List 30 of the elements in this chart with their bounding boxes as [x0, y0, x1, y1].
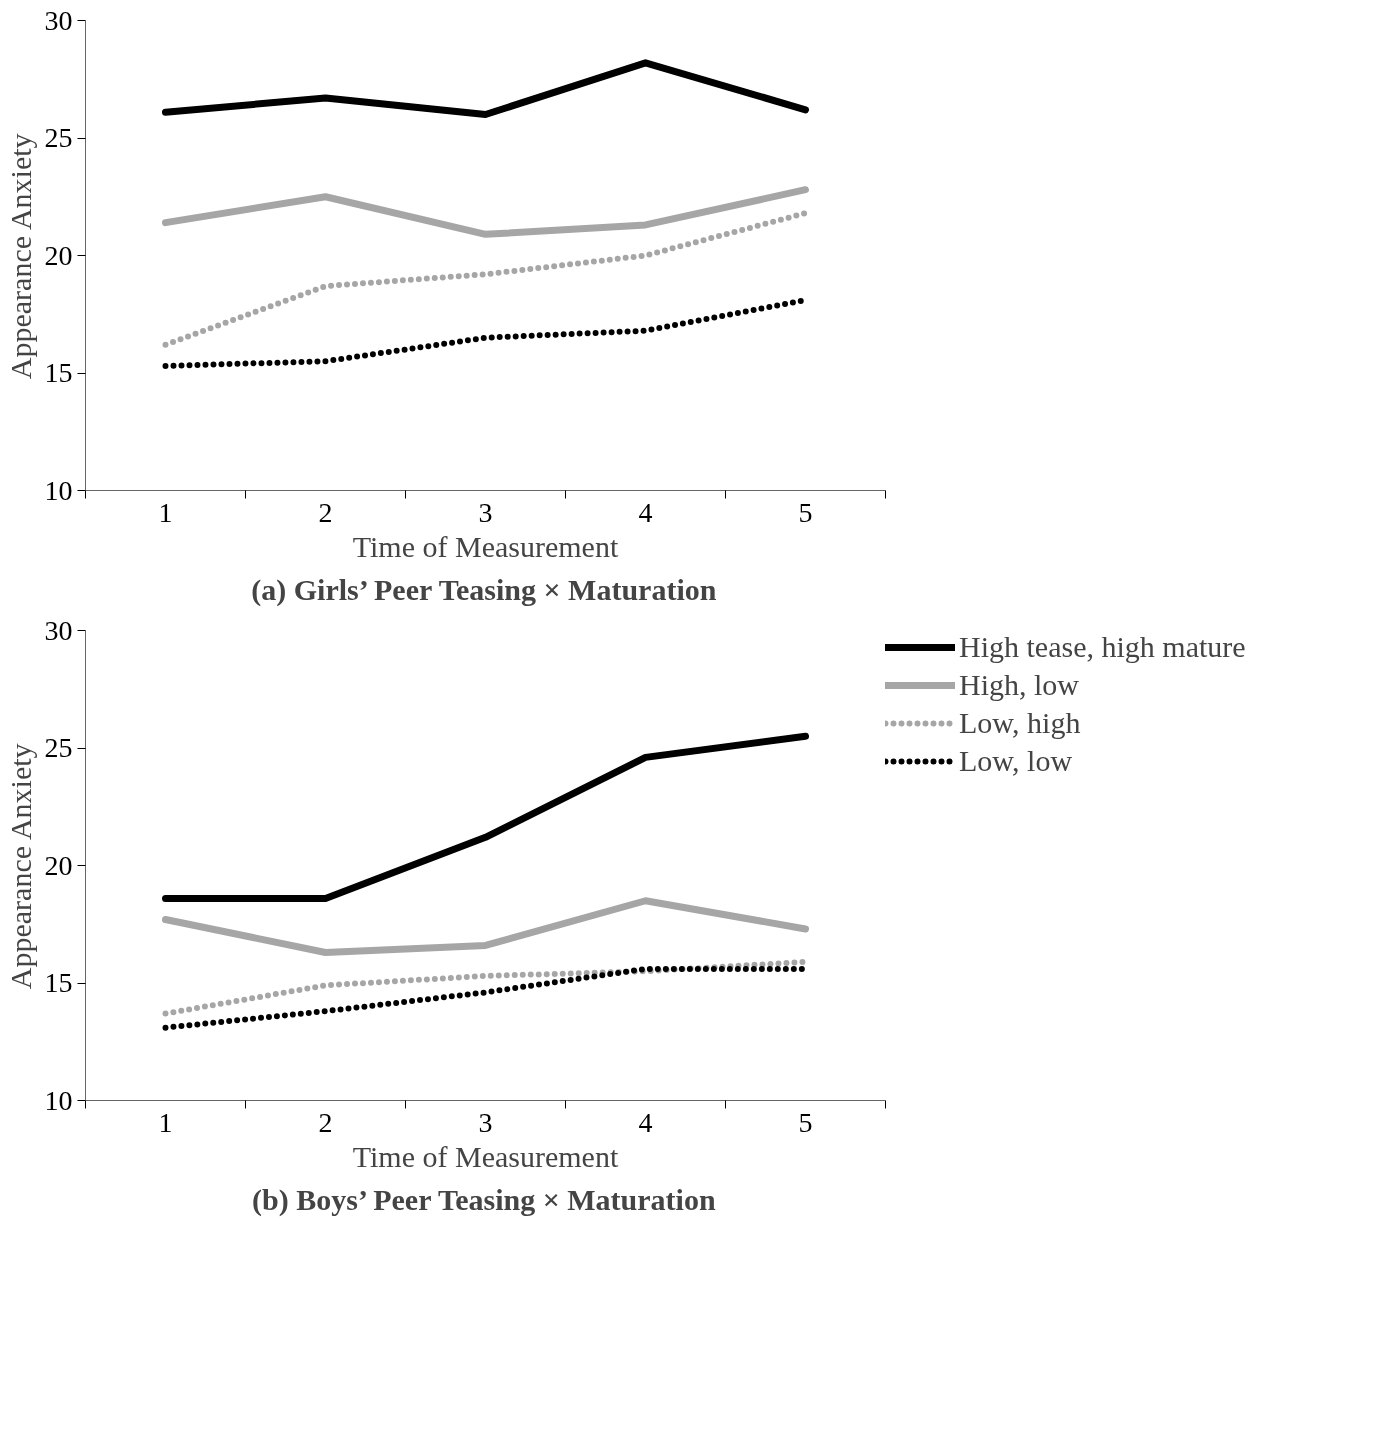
- y-axis-title: Appearance Anxiety: [3, 743, 37, 990]
- y-tick-label: 20: [44, 239, 73, 271]
- y-tick-label: 30: [44, 4, 73, 36]
- x-tick-label: 3: [478, 496, 493, 528]
- x-tick-label: 2: [318, 1106, 333, 1138]
- legend-label: Low, low: [959, 744, 1073, 778]
- y-axis-title: Appearance Anxiety: [3, 133, 37, 380]
- text: (a) Girls’ Peer Teasing × Maturation: [251, 572, 717, 607]
- x-tick-label: 5: [798, 1106, 813, 1138]
- legend-label: High tease, high mature: [959, 630, 1246, 664]
- x-tick-label: 4: [638, 1106, 653, 1138]
- y-tick-label: 10: [44, 1084, 73, 1116]
- legend-label: Low, high: [959, 706, 1081, 740]
- y-tick-label: 15: [44, 357, 73, 388]
- y-tick-label: 25: [44, 122, 73, 153]
- x-axis-title: Time of Measurement: [352, 529, 619, 563]
- x-tick-label: 4: [638, 496, 653, 528]
- y-tick-label: 10: [44, 474, 73, 506]
- y-tick-label: 15: [44, 967, 73, 998]
- x-tick-label: 3: [478, 1106, 493, 1138]
- x-tick-label: 5: [798, 496, 813, 528]
- y-tick-label: 30: [44, 614, 73, 646]
- y-tick-label: 25: [44, 732, 73, 763]
- y-tick-label: 20: [44, 849, 73, 881]
- text: (b) Boys’ Peer Teasing × Maturation: [252, 1182, 716, 1217]
- x-tick-label: 2: [318, 496, 333, 528]
- x-tick-label: 1: [158, 1106, 173, 1138]
- x-axis-title: Time of Measurement: [352, 1139, 619, 1173]
- x-tick-label: 1: [158, 496, 173, 528]
- legend-label: High, low: [959, 668, 1079, 702]
